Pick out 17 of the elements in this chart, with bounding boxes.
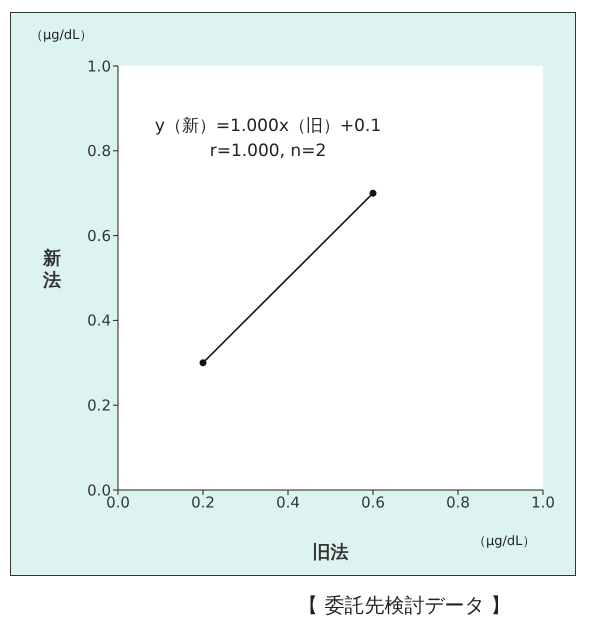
text: 【 委託先検討データ 】 (298, 592, 511, 619)
y-tick-label: 1.0 (87, 57, 111, 76)
y-tick-label: 0.8 (87, 142, 111, 160)
annotation: r=1.000, n=2 (208, 141, 328, 161)
x-tick-label: 1.0 (531, 494, 555, 512)
text: （μg/dL） (30, 27, 92, 44)
x-tick-label: 0.8 (446, 494, 470, 512)
x-tick-label: 0.4 (276, 494, 300, 512)
text: （μg/dL） (473, 533, 536, 550)
x-tick-label: 0.6 (361, 494, 385, 512)
x-axis-title: 旧法 (312, 542, 348, 563)
y-tick-label: 0.6 (87, 226, 111, 245)
y-tick-label: 0.2 (87, 396, 111, 415)
y-tick-label: 0.4 (87, 312, 111, 330)
x-tick-label: 0.2 (191, 494, 215, 512)
annotation: y（新）=1.000x（旧）+0.1 (154, 115, 382, 137)
y-axis-title: 新法 (42, 248, 62, 292)
